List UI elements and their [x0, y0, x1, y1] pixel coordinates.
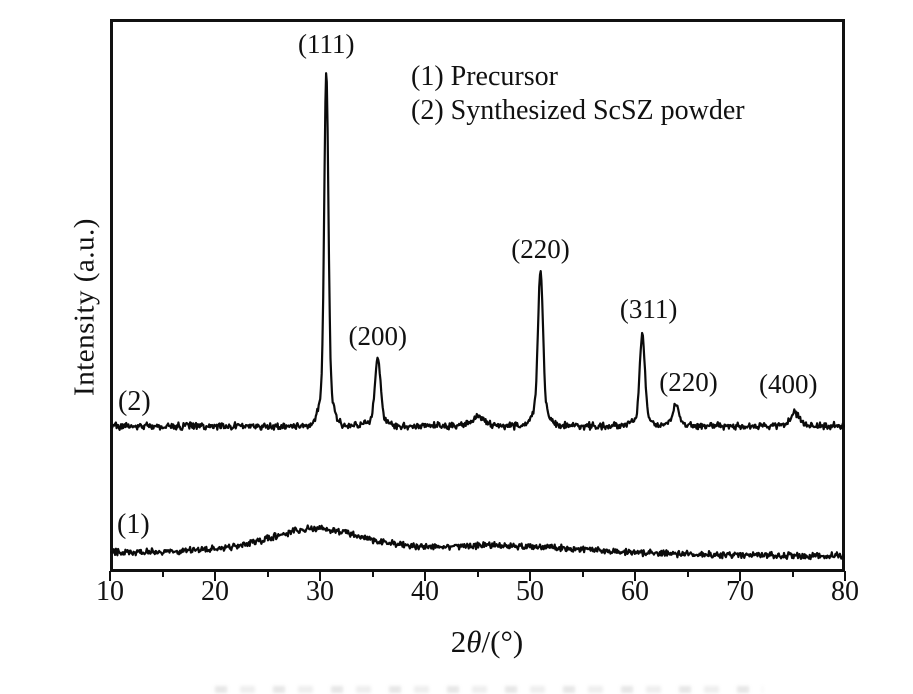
- peak-label-400: (400): [759, 369, 818, 399]
- peak-label-111: (111): [298, 29, 355, 59]
- x-minor-tick: [791, 571, 794, 577]
- peak-label-220: (220): [511, 234, 570, 264]
- x-major-tick: [424, 571, 426, 581]
- x-tick-label: 30: [306, 576, 334, 607]
- x-minor-tick: [581, 571, 584, 577]
- x-major-tick: [529, 571, 531, 581]
- x-axis-title-prefix: 2: [450, 624, 467, 659]
- x-axis-title: 2θ/(°): [451, 624, 523, 660]
- x-minor-tick: [476, 571, 479, 577]
- x-major-tick: [109, 571, 111, 581]
- peak-label-200: (200): [348, 321, 407, 351]
- legend-entry-scsz-powder: (2) Synthesized ScSZ powder: [411, 95, 745, 126]
- x-axis-title-theta: θ: [466, 624, 482, 659]
- x-tick-label: 80: [831, 576, 859, 607]
- xrd-trace-1: [110, 524, 845, 561]
- cropped-caption-remnant: [215, 686, 763, 693]
- peak-label-311: (311): [619, 294, 678, 324]
- peak-label-220: (220): [659, 367, 718, 397]
- x-tick-label: 60: [621, 576, 649, 607]
- x-tick-label: 50: [516, 576, 544, 607]
- x-minor-tick: [266, 571, 269, 577]
- plot-canvas: [110, 19, 845, 572]
- x-tick-label: 40: [411, 576, 439, 607]
- plot-frame: [110, 19, 845, 572]
- x-major-tick: [634, 571, 636, 581]
- x-axis-title-suffix: /(°): [481, 624, 524, 659]
- x-tick-label: 70: [726, 576, 754, 607]
- x-minor-tick: [686, 571, 689, 577]
- legend-entry-precursor: (1) Precursor: [411, 61, 558, 92]
- x-minor-tick: [371, 571, 374, 577]
- x-major-tick: [739, 571, 741, 581]
- trace-label-1: (1): [117, 509, 150, 540]
- x-tick-label: 20: [201, 576, 229, 607]
- trace-label-2: (2): [118, 386, 151, 417]
- x-minor-tick: [161, 571, 164, 577]
- x-major-tick: [844, 571, 846, 581]
- x-tick-label: 10: [96, 576, 124, 607]
- x-major-tick: [319, 571, 321, 581]
- xrd-trace-2: [110, 72, 845, 431]
- x-major-tick: [214, 571, 216, 581]
- legend: (1) Precursor (2) Synthesized ScSZ powde…: [411, 60, 745, 128]
- y-axis-label: Intensity (a.u.): [68, 218, 101, 396]
- xrd-traces: [110, 72, 845, 561]
